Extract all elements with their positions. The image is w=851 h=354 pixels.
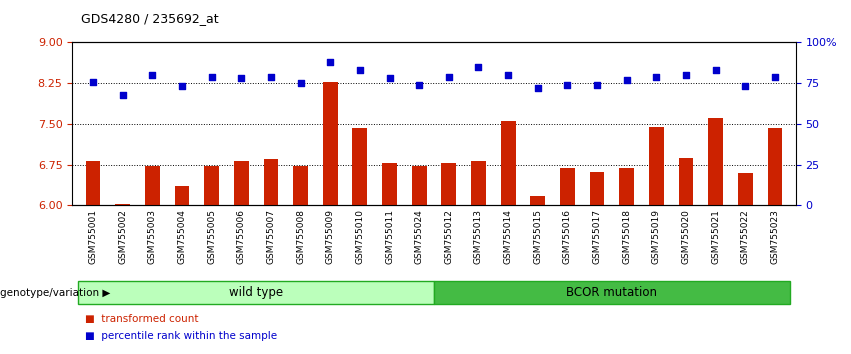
Text: GSM755009: GSM755009 [326, 209, 334, 264]
Text: GSM755014: GSM755014 [504, 209, 512, 264]
Point [353, 67, 367, 73]
Bar [649, 127, 664, 205]
Text: GSM755007: GSM755007 [266, 209, 276, 264]
Bar [560, 169, 574, 205]
Text: GDS4280 / 235692_at: GDS4280 / 235692_at [81, 12, 219, 25]
Text: BCOR mutation: BCOR mutation [567, 286, 657, 299]
Text: GSM755021: GSM755021 [711, 209, 720, 264]
Point [264, 74, 277, 80]
Point [768, 74, 782, 80]
Point [591, 82, 604, 88]
Bar [500, 121, 516, 205]
Bar [174, 186, 190, 205]
Point [561, 82, 574, 88]
Point [323, 59, 337, 65]
Point [501, 72, 515, 78]
Bar [204, 166, 219, 205]
Text: GSM755001: GSM755001 [89, 209, 98, 264]
Bar [412, 166, 426, 205]
Text: GSM755022: GSM755022 [740, 209, 750, 264]
Bar [590, 172, 604, 205]
Text: GSM755019: GSM755019 [652, 209, 661, 264]
Text: GSM755020: GSM755020 [682, 209, 690, 264]
Text: GSM755012: GSM755012 [444, 209, 454, 264]
Bar [768, 128, 782, 205]
Point [620, 77, 633, 83]
Text: GSM755023: GSM755023 [770, 209, 780, 264]
Text: GSM755013: GSM755013 [474, 209, 483, 264]
Text: GSM755002: GSM755002 [118, 209, 128, 264]
Bar [678, 158, 694, 205]
Text: GSM755016: GSM755016 [563, 209, 572, 264]
Text: GSM755005: GSM755005 [207, 209, 216, 264]
Point [531, 85, 545, 91]
Bar [86, 161, 100, 205]
Bar [382, 163, 397, 205]
Text: GSM755024: GSM755024 [414, 209, 424, 264]
Point [679, 72, 693, 78]
Bar [620, 169, 634, 205]
Point [383, 75, 397, 81]
Point [649, 74, 663, 80]
Bar [234, 161, 248, 205]
Text: GSM755004: GSM755004 [178, 209, 186, 264]
Text: GSM755018: GSM755018 [622, 209, 631, 264]
Point [146, 72, 159, 78]
Bar [294, 166, 308, 205]
Text: wild type: wild type [229, 286, 283, 299]
Point [739, 84, 752, 89]
Bar [116, 204, 130, 205]
Point [709, 67, 722, 73]
Text: ■  transformed count: ■ transformed count [85, 314, 198, 324]
Bar [323, 81, 338, 205]
Text: GSM755011: GSM755011 [385, 209, 394, 264]
Text: genotype/variation ▶: genotype/variation ▶ [0, 288, 111, 298]
Bar [264, 159, 278, 205]
Bar [78, 281, 434, 304]
Bar [530, 196, 545, 205]
Text: GSM755010: GSM755010 [356, 209, 364, 264]
Point [175, 84, 189, 89]
Bar [442, 163, 456, 205]
Point [294, 80, 307, 86]
Bar [352, 128, 368, 205]
Text: GSM755017: GSM755017 [592, 209, 602, 264]
Bar [708, 119, 723, 205]
Text: ■  percentile rank within the sample: ■ percentile rank within the sample [85, 331, 277, 341]
Bar [145, 166, 160, 205]
Point [116, 92, 129, 97]
Point [442, 74, 455, 80]
Bar [471, 161, 486, 205]
Text: GSM755015: GSM755015 [534, 209, 542, 264]
Point [471, 64, 485, 70]
Point [86, 79, 100, 84]
Point [235, 75, 248, 81]
Point [413, 82, 426, 88]
Point [205, 74, 219, 80]
Bar [434, 281, 790, 304]
Bar [738, 173, 752, 205]
Text: GSM755003: GSM755003 [148, 209, 157, 264]
Text: GSM755006: GSM755006 [237, 209, 246, 264]
Text: GSM755008: GSM755008 [296, 209, 306, 264]
